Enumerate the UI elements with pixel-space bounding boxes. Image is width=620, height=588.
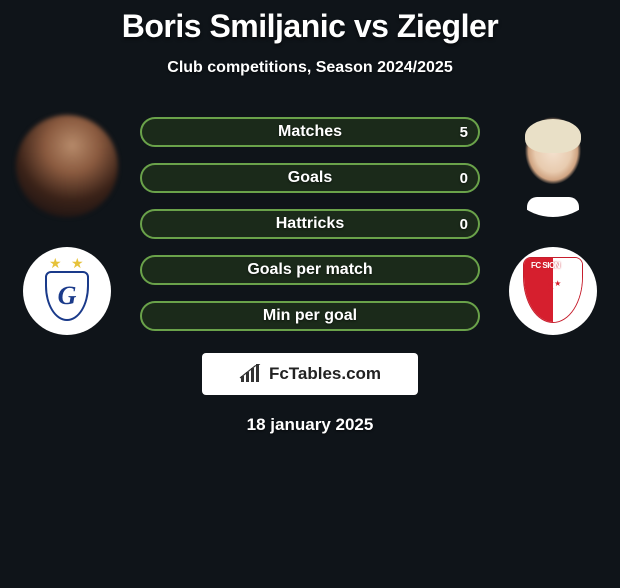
club-right-label: FC SION — [531, 261, 560, 270]
stat-bars: Matches 5 Goals 0 Hattricks 0 Goals per match M… — [140, 115, 480, 331]
stat-bar: Matches 5 — [140, 117, 480, 147]
comparison-panel: ★ ★ G Matches 5 Goals 0 Hattricks 0 Goals per … — [0, 115, 620, 335]
page-title: Boris Smiljanic vs Ziegler — [0, 8, 620, 45]
club-right-badge: FC SION ★★★ — [509, 247, 597, 335]
stat-bar: Goals 0 — [140, 163, 480, 193]
stat-bar: Hattricks 0 — [140, 209, 480, 239]
watermark-text: FcTables.com — [269, 364, 381, 384]
subtitle: Club competitions, Season 2024/2025 — [0, 59, 620, 77]
stat-label: Goals per match — [247, 261, 372, 279]
stat-label: Matches — [278, 123, 342, 141]
stat-value-right: 0 — [460, 170, 468, 187]
club-left-initial: G — [58, 281, 77, 311]
star-icon: ★ — [49, 255, 62, 272]
club-left-badge: ★ ★ G — [23, 247, 111, 335]
club-right-stars-icon: ★★★ — [547, 281, 561, 295]
stat-label: Min per goal — [263, 307, 357, 325]
left-side: ★ ★ G — [12, 115, 122, 335]
stat-label: Goals — [288, 169, 332, 187]
stat-value-right: 0 — [460, 216, 468, 233]
stat-value-right: 5 — [460, 124, 468, 141]
watermark: FcTables.com — [202, 353, 418, 395]
player-left-avatar — [16, 115, 118, 217]
club-left-shield: G — [45, 271, 89, 321]
player-right-avatar — [502, 115, 604, 217]
right-side: FC SION ★★★ — [498, 115, 608, 335]
stat-bar: Min per goal — [140, 301, 480, 331]
star-icon: ★ — [71, 255, 84, 272]
club-right-logo: FC SION ★★★ — [509, 247, 597, 335]
bar-chart-icon — [239, 364, 263, 384]
footer-date: 18 january 2025 — [0, 415, 620, 435]
club-left-logo: ★ ★ G — [23, 247, 111, 335]
stat-label: Hattricks — [276, 215, 344, 233]
stat-bar: Goals per match — [140, 255, 480, 285]
